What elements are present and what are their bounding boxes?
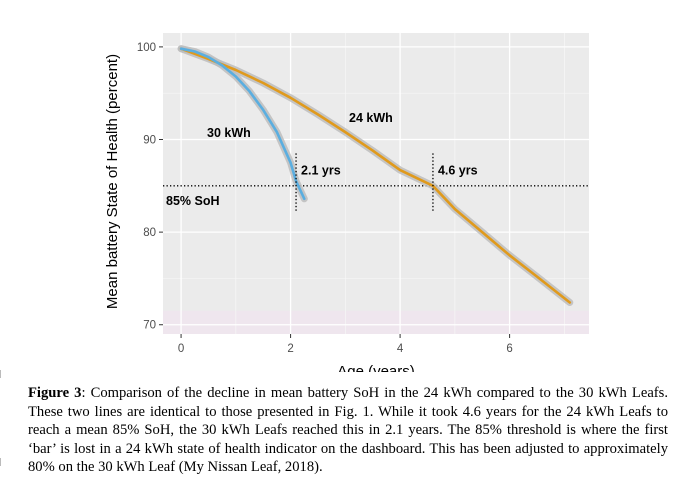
x-tick-label: 6 bbox=[506, 343, 512, 355]
label-85-soh: 85% SoH bbox=[166, 194, 220, 208]
label-4-6-yrs: 4.6 yrs bbox=[438, 164, 478, 178]
figure-caption: Figure 3: Comparison of the decline in m… bbox=[28, 384, 668, 477]
y-tick-label: 70 bbox=[143, 320, 156, 332]
label-24kwh: 24 kWh bbox=[349, 111, 393, 125]
y-tick-label: 100 bbox=[137, 42, 156, 54]
y-tick-label: 80 bbox=[143, 227, 156, 239]
y-axis-title: Mean battery State of Health (percent) bbox=[104, 54, 121, 309]
soh-decline-chart: 0 2 4 6 70 80 90 100 30 kWh 24 kWh 2.1 yrs 4.6 … bbox=[104, 33, 589, 372]
x-tick-label: 2 bbox=[287, 343, 293, 355]
y-tick-label: 90 bbox=[143, 135, 156, 147]
label-2-1-yrs: 2.1 yrs bbox=[301, 164, 341, 178]
x-axis-title: Age (years) bbox=[337, 363, 415, 372]
series-line-24-kwh bbox=[179, 47, 572, 304]
series-line-30-kwh bbox=[179, 47, 306, 201]
margin-mark bbox=[0, 458, 5, 466]
caption-label: Figure 3 bbox=[28, 385, 82, 401]
x-tick-label: 4 bbox=[397, 343, 404, 355]
label-30kwh: 30 kWh bbox=[207, 126, 251, 140]
chart-marks bbox=[163, 45, 589, 306]
low-soh-band bbox=[163, 310, 589, 334]
margin-mark bbox=[0, 370, 5, 378]
plot-panel bbox=[163, 33, 589, 334]
axes: 0 2 4 6 70 80 90 100 bbox=[137, 42, 513, 355]
caption-text: : Comparison of the decline in mean batt… bbox=[28, 385, 668, 475]
x-tick-label: 0 bbox=[178, 343, 184, 355]
